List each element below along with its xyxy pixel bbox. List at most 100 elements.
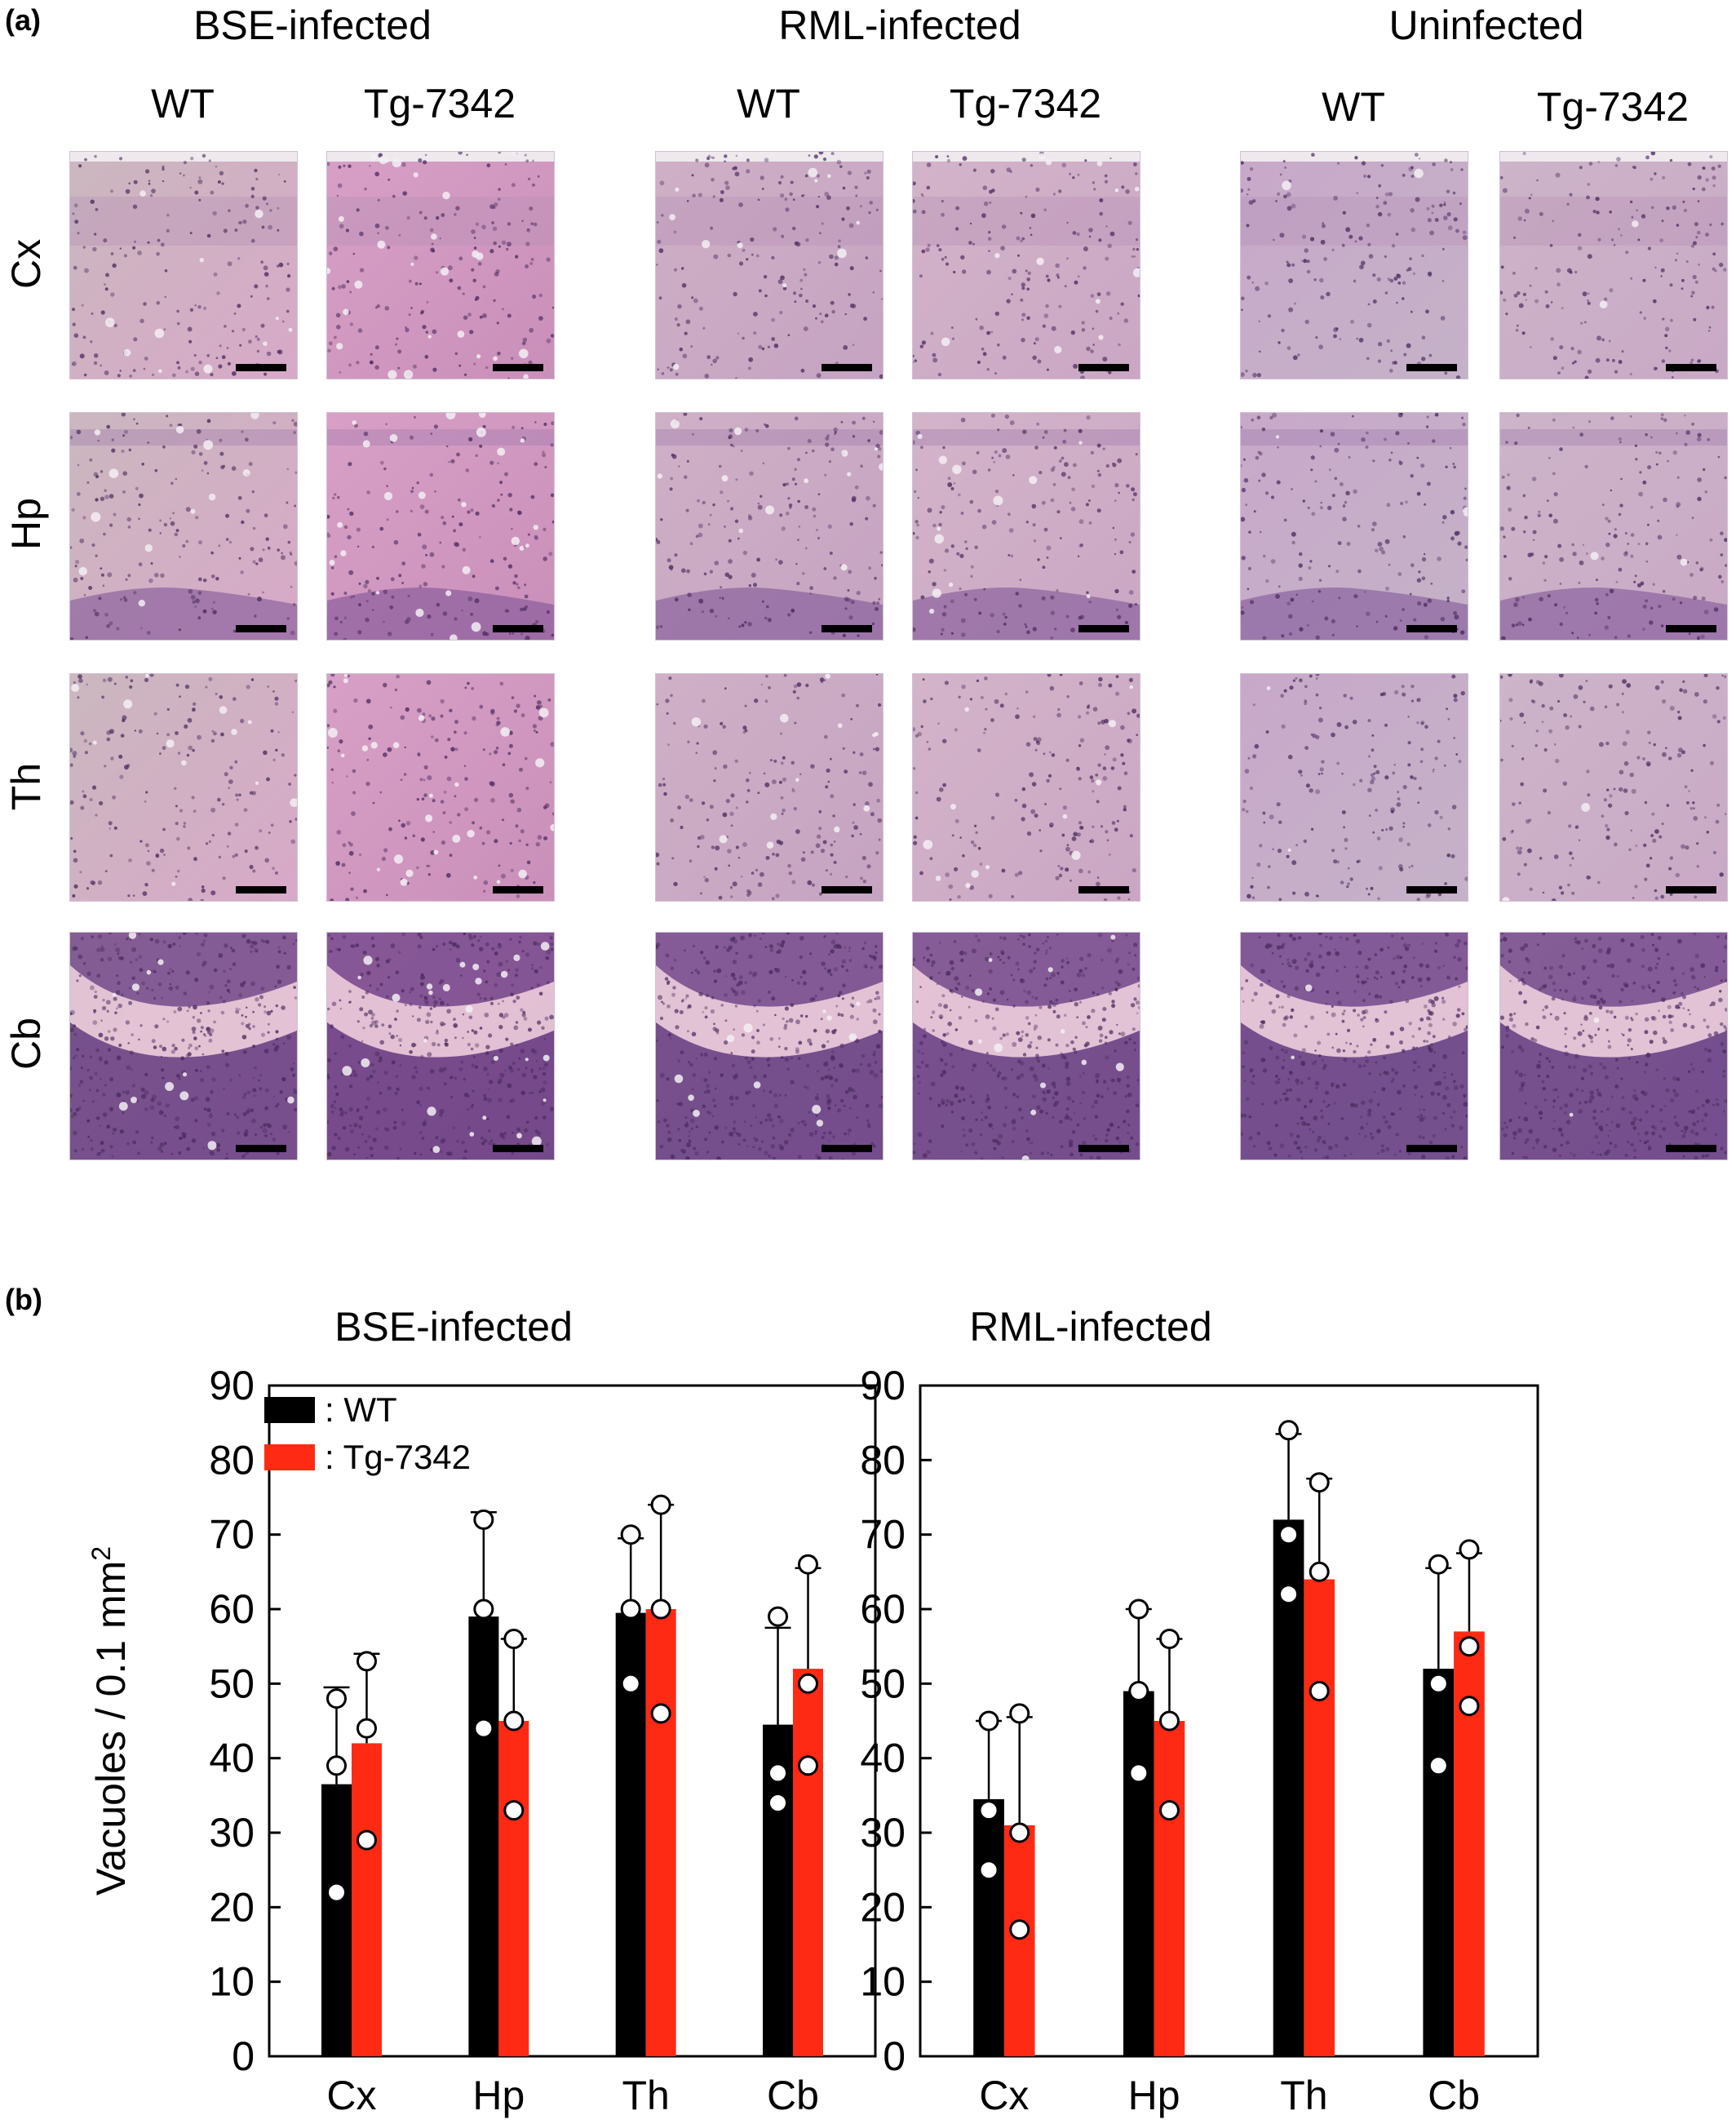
legend-label: : Tg-7342 bbox=[325, 1438, 471, 1476]
data-point bbox=[356, 1651, 377, 1672]
data-point bbox=[473, 1509, 494, 1530]
data-point bbox=[1278, 1524, 1300, 1545]
panel-a-label: (a) bbox=[5, 3, 41, 37]
micrograph-cb bbox=[69, 932, 298, 1160]
column-label: WT bbox=[1322, 84, 1385, 130]
y-tick-label: 80 bbox=[860, 1437, 906, 1483]
data-point bbox=[978, 1860, 999, 1881]
micrograph-th bbox=[69, 673, 298, 902]
legend: : WT: Tg-7342 bbox=[264, 1390, 471, 1476]
data-point bbox=[768, 1793, 789, 1813]
x-tick-label: Th bbox=[1280, 2073, 1327, 2118]
bar-tg-7342-th bbox=[645, 1609, 676, 2056]
y-axis-label-text: Vacuoles / 0.1 mm bbox=[88, 1561, 134, 1896]
column-label: WT bbox=[151, 81, 215, 126]
data-point bbox=[1278, 1584, 1300, 1605]
y-axis-label: Vacuoles / 0.1 mm2 bbox=[86, 1546, 134, 1896]
bar-wt-hp bbox=[1123, 1691, 1154, 2056]
bar-tg-7342-hp bbox=[1154, 1721, 1185, 2056]
data-point bbox=[1459, 1696, 1480, 1717]
bar-tg-7342-cb bbox=[1454, 1631, 1485, 2056]
scale-bar bbox=[493, 886, 543, 893]
y-tick-label: 90 bbox=[209, 1363, 255, 1408]
scale-bar bbox=[822, 1145, 872, 1152]
bar-tg-7342-cx bbox=[1003, 1825, 1035, 2056]
data-point bbox=[1009, 1919, 1030, 1940]
y-tick-label: 80 bbox=[209, 1437, 255, 1483]
data-point bbox=[620, 1599, 641, 1620]
micrograph-cb bbox=[1499, 932, 1728, 1160]
y-tick-label: 90 bbox=[860, 1363, 906, 1408]
scale-bar bbox=[493, 1145, 543, 1152]
scale-bar bbox=[1078, 364, 1129, 371]
y-tick-label: 30 bbox=[860, 1810, 906, 1856]
plot-frame bbox=[268, 1384, 877, 2058]
data-point bbox=[978, 1710, 999, 1732]
scale-bar bbox=[1078, 886, 1129, 893]
micrograph-hp bbox=[655, 412, 884, 641]
y-axis-label-superscript: 2 bbox=[86, 1546, 116, 1561]
chart-1: RML-infected 0 10 20 30 40 50 60 70 80 90 Cx Hp Th Cb bbox=[860, 1304, 1539, 2118]
column-label: Tg-7342 bbox=[363, 81, 516, 126]
bar-wt-cx bbox=[321, 1784, 352, 2056]
chart-title: RML-infected bbox=[969, 1304, 1211, 1350]
column-label: WT bbox=[737, 81, 800, 126]
y-tick-label: 10 bbox=[209, 1959, 255, 2005]
data-point bbox=[797, 1554, 818, 1575]
y-tick-label: 0 bbox=[883, 2033, 906, 2079]
y-tick-label: 60 bbox=[209, 1586, 255, 1632]
scale-bar bbox=[1406, 625, 1457, 632]
y-tick-label: 10 bbox=[860, 1959, 906, 2005]
micrograph-hp bbox=[69, 412, 298, 641]
group-title: BSE-infected bbox=[193, 2, 432, 48]
micrograph-th bbox=[912, 673, 1140, 902]
data-point bbox=[1428, 1755, 1449, 1776]
data-point bbox=[503, 1629, 525, 1649]
scale-bar bbox=[236, 625, 286, 632]
y-tick-label: 40 bbox=[209, 1736, 255, 1781]
micrograph-cx bbox=[69, 151, 298, 379]
micrograph-hp bbox=[1499, 412, 1728, 641]
micrograph-cx bbox=[1240, 151, 1468, 379]
y-tick-label: 70 bbox=[209, 1512, 255, 1558]
data-point bbox=[768, 1606, 789, 1627]
x-tick-label: Cb bbox=[1428, 2073, 1480, 2118]
scale-bar bbox=[822, 886, 872, 893]
y-tick-label: 0 bbox=[232, 2033, 255, 2079]
micrograph-cx bbox=[1499, 151, 1728, 379]
data-point bbox=[797, 1673, 818, 1694]
scale-bar bbox=[1666, 625, 1716, 632]
data-point bbox=[1158, 1629, 1180, 1649]
x-tick-label: Cx bbox=[979, 2073, 1029, 2118]
y-tick-label: 20 bbox=[209, 1884, 255, 1930]
data-point bbox=[1309, 1681, 1330, 1701]
scale-bar bbox=[822, 364, 872, 371]
data-point bbox=[620, 1673, 641, 1694]
scale-bar bbox=[236, 364, 286, 371]
data-point bbox=[356, 1718, 377, 1739]
data-point bbox=[1128, 1681, 1149, 1701]
bar-wt-cx bbox=[973, 1798, 1004, 2056]
y-tick-label: 50 bbox=[209, 1661, 255, 1706]
scale-bar bbox=[822, 625, 872, 632]
scale-bar bbox=[1666, 1145, 1716, 1152]
data-point bbox=[768, 1763, 789, 1784]
data-point bbox=[978, 1800, 999, 1821]
data-point bbox=[797, 1755, 818, 1776]
scale-bar bbox=[1406, 364, 1457, 371]
micrograph-cb bbox=[912, 932, 1140, 1160]
micrograph-hp bbox=[912, 412, 1140, 641]
micrograph-cx bbox=[655, 151, 884, 379]
data-point bbox=[1128, 1763, 1149, 1784]
scale-bar bbox=[1078, 625, 1129, 632]
data-point bbox=[503, 1710, 525, 1732]
data-point bbox=[650, 1703, 671, 1724]
data-point bbox=[473, 1718, 494, 1739]
data-point bbox=[1309, 1472, 1330, 1493]
data-point bbox=[650, 1494, 671, 1515]
column-label: Tg-7342 bbox=[1536, 84, 1690, 130]
y-tick-label: 20 bbox=[860, 1884, 906, 1930]
data-point bbox=[326, 1882, 348, 1903]
micrograph-th bbox=[326, 673, 555, 902]
data-point bbox=[1009, 1703, 1030, 1724]
